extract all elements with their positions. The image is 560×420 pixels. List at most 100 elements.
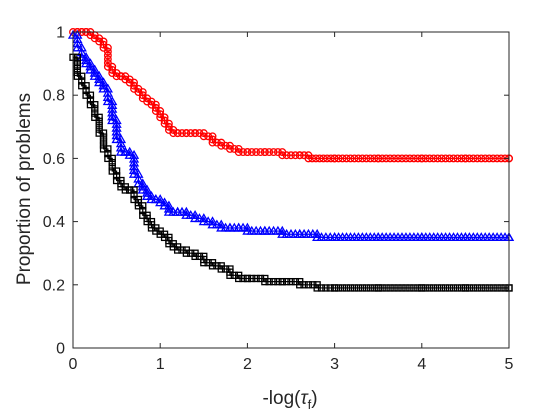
data-point-square: [457, 284, 466, 292]
data-point-square: [394, 284, 402, 292]
data-point-square: [322, 284, 330, 292]
data-point-square: [330, 284, 339, 292]
data-point-circle: [429, 154, 438, 163]
data-point-circle: [326, 154, 335, 163]
data-point-square: [78, 77, 86, 85]
data-point-square: [243, 274, 252, 283]
x-tick-label: 0: [69, 356, 78, 373]
data-point-square: [326, 284, 334, 292]
data-point-square: [126, 186, 134, 194]
y-tick-label: 0: [56, 341, 65, 358]
data-point-square: [95, 113, 103, 121]
data-point-circle: [304, 154, 313, 163]
data-point-circle: [208, 138, 217, 147]
data-point-square: [173, 246, 182, 254]
data-point-square: [296, 281, 304, 289]
data-point-square: [226, 271, 234, 279]
data-point-square: [374, 284, 382, 292]
ticks-layer: 0 1 2 3 4 5 0 0.2 0.4 0.6 0.8 1: [43, 25, 514, 374]
data-point-circle: [282, 151, 291, 160]
data-point-triangle: [207, 216, 218, 226]
data-point-square: [99, 145, 108, 153]
data-point-triangle: [89, 67, 100, 77]
data-point-circle: [330, 154, 339, 163]
data-point-circle: [287, 151, 295, 160]
data-point-circle: [291, 151, 300, 160]
data-point-circle: [319, 154, 328, 163]
data-point-triangle: [277, 225, 288, 235]
data-point-circle: [493, 154, 502, 163]
data-point-square: [386, 284, 394, 292]
data-point-square: [108, 167, 116, 175]
data-point-square: [269, 277, 278, 286]
data-point-circle: [370, 154, 379, 163]
series-circle: [69, 28, 513, 163]
data-point-square: [402, 284, 410, 292]
data-point-square: [235, 274, 243, 283]
data-point-square: [378, 284, 386, 292]
data-point-square: [99, 133, 108, 141]
data-point-triangle: [133, 173, 144, 183]
data-point-circle: [186, 129, 195, 138]
data-point-circle: [358, 154, 367, 163]
data-point-circle: [421, 154, 430, 163]
data-point-square: [73, 65, 82, 73]
data-point-circle: [445, 154, 454, 163]
data-point-square: [481, 284, 489, 292]
data-point-circle: [394, 154, 402, 163]
x-axis-label-close: ): [311, 388, 317, 409]
data-point-triangle: [242, 222, 253, 232]
data-point-square: [261, 277, 269, 286]
data-point-square: [82, 91, 90, 99]
data-point-square: [78, 82, 86, 90]
y-tick-label: 0.8: [43, 88, 65, 105]
data-point-square: [91, 101, 99, 109]
y-tick-label: 0.2: [43, 277, 65, 294]
data-point-triangle: [111, 130, 122, 140]
data-point-circle: [315, 154, 324, 163]
data-point-circle: [453, 154, 462, 163]
data-point-square: [497, 284, 505, 292]
data-point-square: [134, 202, 143, 210]
data-point-square: [108, 154, 116, 163]
data-point-circle: [465, 154, 474, 163]
data-point-circle: [191, 129, 200, 138]
data-point-circle: [417, 154, 426, 163]
data-point-square: [99, 141, 108, 149]
data-point-circle: [103, 47, 112, 56]
data-point-square: [366, 284, 374, 292]
data-point-square: [265, 277, 273, 286]
data-point-square: [108, 163, 116, 171]
data-point-circle: [342, 154, 351, 163]
data-point-circle: [239, 148, 247, 157]
data-point-triangle: [216, 219, 227, 229]
data-point-square: [434, 284, 442, 292]
data-point-circle: [386, 154, 395, 163]
data-point-circle: [278, 151, 287, 160]
data-point-circle: [401, 154, 410, 163]
data-point-circle: [405, 154, 414, 163]
data-point-triangle: [181, 206, 192, 216]
data-point-triangle: [312, 228, 323, 238]
data-point-square: [287, 277, 295, 286]
data-point-square: [91, 113, 99, 121]
data-point-square: [252, 274, 260, 283]
x-axis-label-symbol: τ: [300, 388, 309, 409]
data-point-square: [453, 284, 462, 292]
data-point-circle: [295, 151, 304, 160]
data-point-triangle: [163, 203, 175, 213]
data-point-circle: [449, 154, 458, 163]
data-point-circle: [103, 51, 112, 60]
series-square: [69, 53, 513, 292]
data-point-square: [342, 284, 351, 292]
data-point-square: [95, 117, 103, 125]
data-point-square: [469, 284, 477, 292]
series-line: [73, 34, 509, 238]
data-point-square: [430, 284, 438, 292]
data-point-square: [317, 284, 326, 292]
data-point-triangle: [124, 146, 135, 156]
data-point-square: [338, 284, 347, 292]
data-point-triangle: [102, 87, 114, 97]
data-point-triangle: [115, 134, 127, 144]
